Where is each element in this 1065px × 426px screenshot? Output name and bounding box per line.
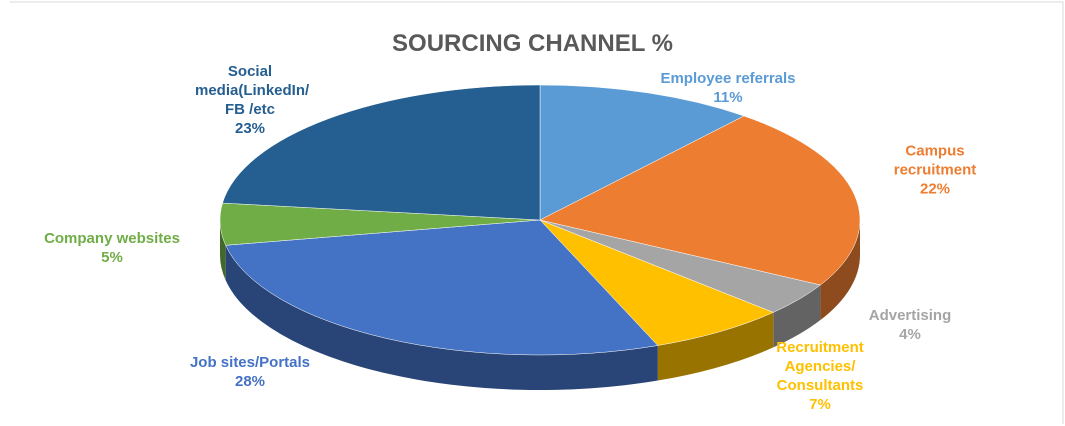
slice-side [657,312,774,381]
slice [225,219,659,356]
value-label: 11% [713,89,743,106]
category-label: Social media(LinkedIn/ FB /etc [195,63,310,118]
data-label: Advertising 4% [855,306,965,344]
plot-border [10,1,1064,424]
category-label: Advertising [868,307,952,324]
data-label: Employee referrals 11% [628,69,828,107]
value-label: 5% [101,249,123,266]
data-label: Company websites 5% [12,229,212,267]
data-label: Recruitment Agencies/ Consultants 7% [755,338,885,414]
slice [539,219,774,346]
data-label: Social media(LinkedIn/ FB /etc 23% [195,62,310,138]
category-label: Employee referrals [660,70,796,87]
value-label: 22% [919,180,951,198]
category-label: Recruitment Agencies/ Consultants [776,339,864,394]
slice-side [225,245,658,390]
data-label: Campus recruitment 22% [880,142,990,199]
slice [222,84,541,221]
value-label: 7% [809,396,831,413]
data-label: Job sites/Portals 28% [170,353,330,391]
slice [539,115,861,286]
category-label: Job sites/Portals [189,354,311,371]
category-label: Company websites [44,230,180,247]
value-label: 4% [899,326,921,343]
value-label: 23% [234,120,266,137]
category-label: Campus recruitment [893,142,977,179]
slice-side [820,220,860,321]
slice [539,84,745,221]
slice-side [773,285,821,348]
slice-side [220,220,226,281]
value-label: 28% [234,373,266,390]
chart-title: SOURCING CHANNEL % [392,30,673,57]
